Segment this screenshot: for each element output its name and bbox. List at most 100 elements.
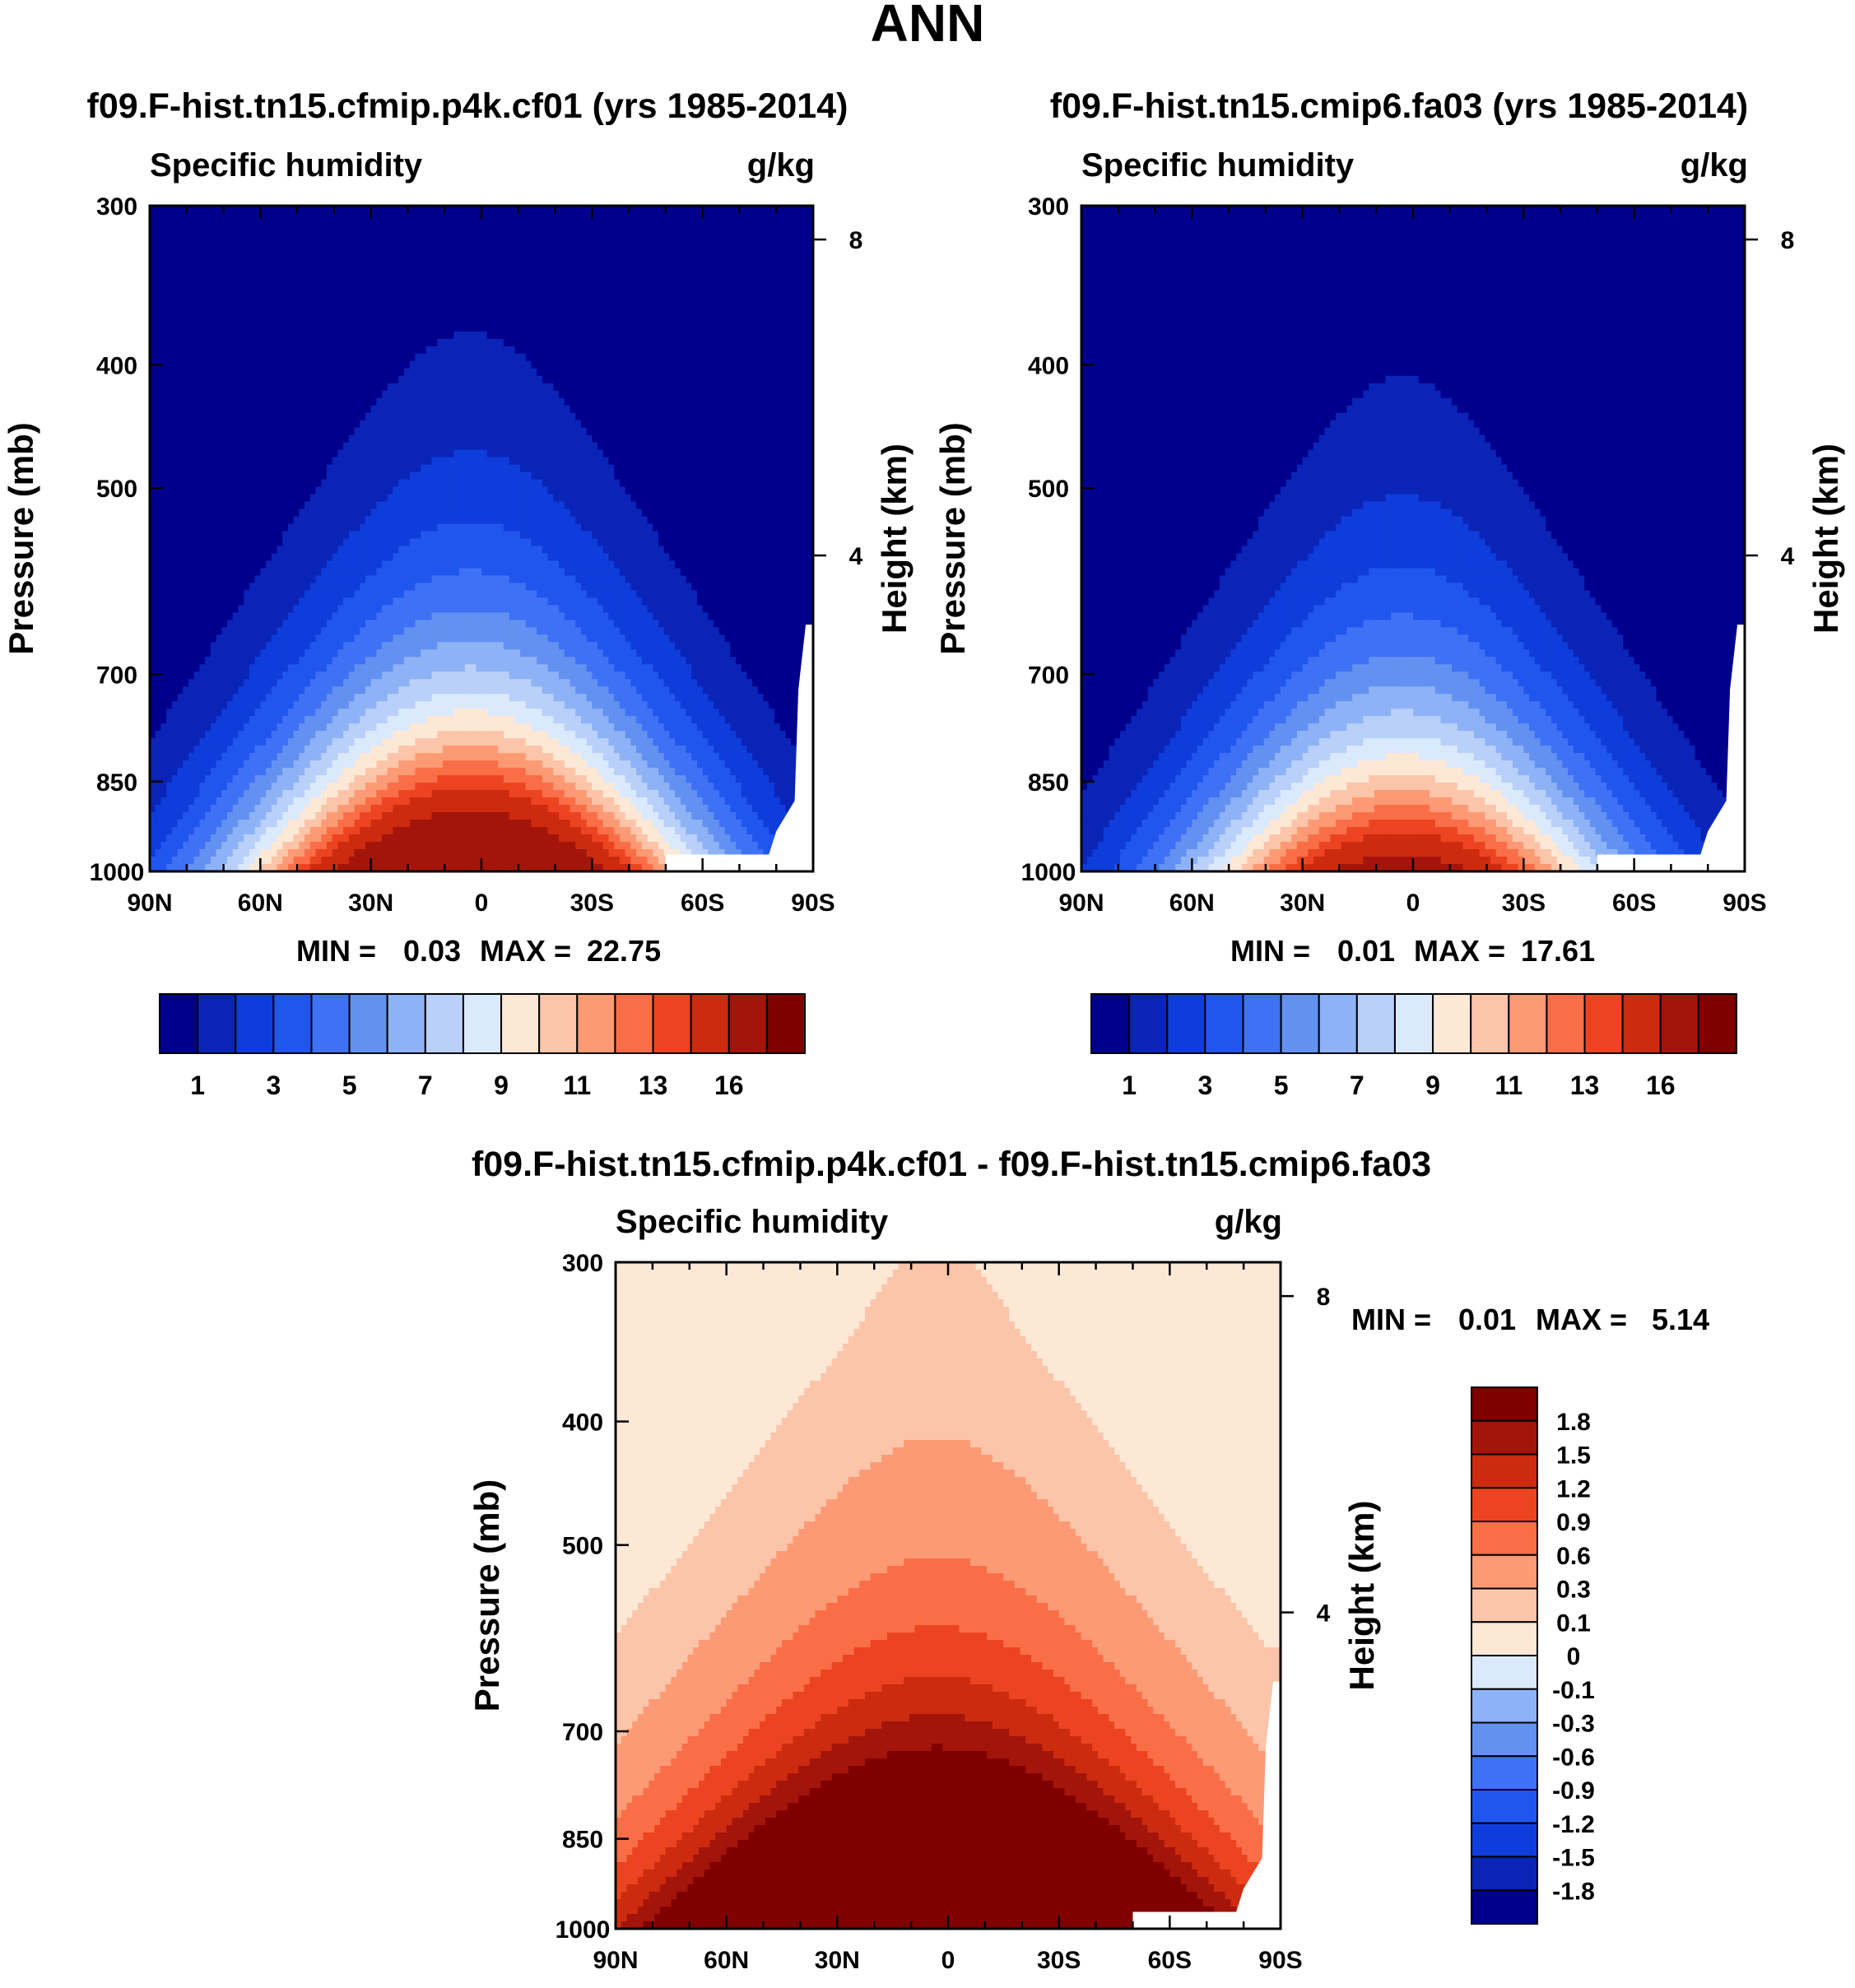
field-cell [315,509,322,518]
field-cell [254,346,261,355]
field-cell [415,405,421,414]
field-cell [796,420,803,429]
field-cell [365,249,372,258]
field-cell [415,509,421,518]
field-cell [735,360,742,369]
field-cell [741,257,747,266]
field-cell [746,486,753,495]
field-cell [779,405,787,414]
field-cell [421,509,427,518]
field-cell [537,442,543,451]
field-cell [691,449,698,458]
field-cell [608,368,615,377]
field-cell [271,249,278,258]
field-cell [183,368,189,377]
field-cell [625,249,631,258]
field-cell [293,486,300,495]
field-cell [193,338,201,347]
field-cell [769,301,775,310]
field-cell [160,383,167,392]
field-cell [171,383,179,392]
field-cell [763,501,769,510]
field-cell [641,360,649,369]
field-cell [425,494,433,503]
field-cell [476,286,482,295]
field-cell [663,427,670,436]
field-cell [564,286,571,295]
field-cell [636,242,643,251]
field-cell [193,368,201,377]
field-cell [498,346,504,355]
field-cell [730,457,737,466]
field-cell [464,479,472,488]
field-cell [619,220,626,229]
field-cell [509,479,515,488]
field-cell [752,331,759,340]
field-cell [691,353,698,362]
field-cell [763,331,769,340]
field-cell [437,494,444,503]
field-cell [547,368,554,377]
field-cell [332,494,338,503]
field-cell [774,346,781,355]
field-cell [177,331,184,340]
field-cell [393,449,399,458]
field-cell [774,501,781,510]
field-cell [177,375,184,384]
field-cell [763,227,769,236]
field-cell [630,442,637,451]
field-cell [238,227,244,236]
field-cell [277,309,283,318]
field-cell [260,383,267,392]
field-cell [564,242,571,251]
field-cell [260,442,267,451]
field-cell [730,294,737,303]
field-cell [387,434,394,444]
field-cell [675,486,681,495]
field-cell [531,206,537,214]
field-cell [575,264,582,273]
field-cell [653,449,659,458]
field-cell [769,338,775,347]
field-cell [171,206,179,214]
field-cell [299,286,305,295]
field-cell [299,338,305,347]
field-cell [321,242,328,251]
field-cell [708,390,714,399]
field-cell [619,486,626,495]
field-cell [205,509,212,518]
field-cell [403,442,411,451]
field-cell [437,501,444,510]
field-cell [619,457,626,466]
field-cell [305,509,311,518]
field-cell [337,235,344,244]
field-cell [470,368,477,377]
field-cell [525,405,532,414]
field-cell [459,471,466,481]
field-cell [260,279,267,288]
field-cell [293,375,300,384]
field-cell [779,242,787,251]
field-cell [193,235,201,244]
field-cell [547,442,554,451]
field-cell [741,479,747,488]
field-cell [166,212,173,221]
field-cell [293,434,300,444]
field-cell [232,301,239,310]
field-cell [774,449,781,458]
field-cell [476,479,482,488]
field-cell [730,412,737,421]
field-cell [741,242,747,251]
field-cell [205,331,212,340]
field-cell [774,368,781,377]
field-cell [398,286,405,295]
field-cell [586,457,593,466]
field-cell [287,464,295,473]
field-cell [619,323,626,332]
field-cell [155,242,162,251]
field-cell [409,220,416,229]
field-cell [592,309,598,318]
field-cell [769,434,775,444]
field-cell [746,294,753,303]
field-cell [481,390,488,399]
